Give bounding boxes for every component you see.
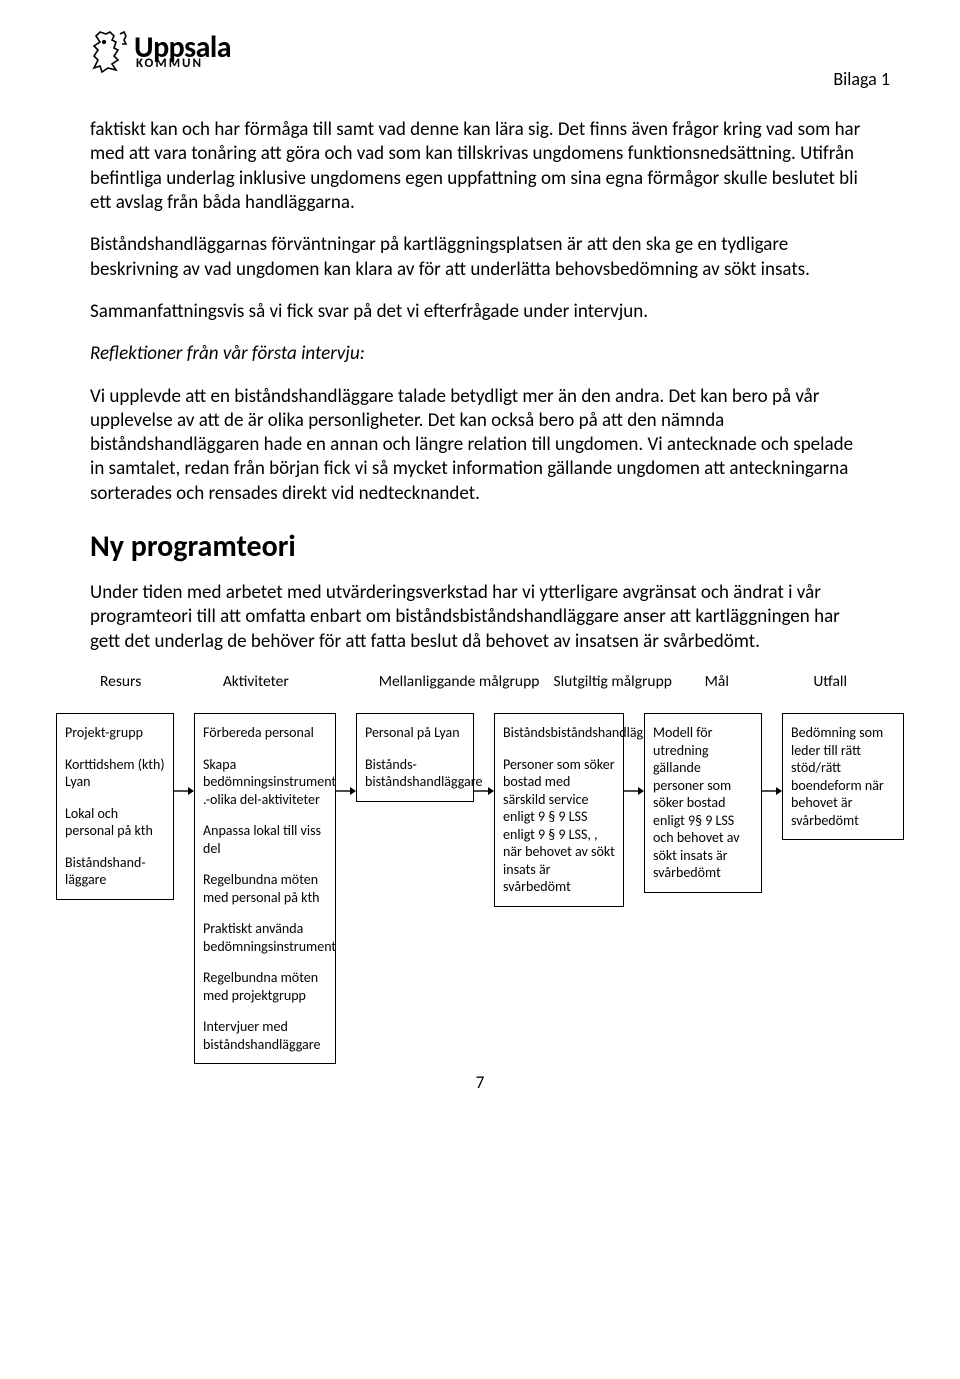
flow-box-line: Bistånds-biståndshandläggare [365, 756, 465, 791]
flow-box-line: Praktiskt använda bedömningsinstrument [203, 920, 327, 955]
arrow-right-icon [624, 785, 644, 797]
flow-box-line: Projekt-grupp [65, 724, 165, 742]
logo-text: Uppsala KOMMUN [134, 35, 231, 70]
col-header: Slutgiltig målgrupp [554, 672, 705, 691]
flow-arrow [174, 785, 194, 797]
flow-box-line: Intervjuer med biståndshandläggare [203, 1018, 327, 1053]
paragraph-italic: Reflektioner från vår första intervju: [90, 342, 870, 366]
flow-arrow [624, 785, 644, 797]
arrow-right-icon [174, 785, 194, 797]
flow-box-line: Personer som söker bostad med särskild s… [503, 756, 615, 896]
col-header: Resurs [100, 672, 223, 691]
flow-box-line: Bedömning som leder till rätt stöd/rätt … [791, 724, 895, 829]
flow-column-headers: Resurs Aktiviteter Mellanliggande målgru… [100, 672, 870, 691]
flow-box-line: Skapa bedömningsinstrument [203, 756, 327, 791]
flow-box-mal: Modell för utredning gällande personer s… [644, 713, 762, 893]
col-header: Utfall [813, 672, 870, 691]
flow-box-line: Anpassa lokal till viss del [203, 822, 327, 857]
flow-box-line: Korttidshem (kth) [65, 756, 165, 774]
col-header: Aktiviteter [223, 672, 379, 691]
page-header: Uppsala KOMMUN Bilaga 1 [90, 30, 870, 90]
paragraph: faktiskt kan och har förmåga till samt v… [90, 118, 870, 215]
col-header: Mellanliggande målgrupp [379, 672, 554, 691]
paragraph: Under tiden med arbetet med utvärderings… [90, 581, 870, 654]
arrow-right-icon [336, 785, 356, 797]
flow-box-line: Personal på Lyan [365, 724, 465, 742]
flow-box-mellanliggande: Personal på Lyan Bistånds-biståndshandlä… [356, 713, 474, 802]
flow-box-aktiviteter: Förbereda personal Skapa bedömningsinstr… [194, 713, 336, 1064]
paragraph: Sammanfattningsvis så vi fick svar på de… [90, 300, 870, 324]
section-heading: Ny programteori [90, 528, 870, 565]
flow-box-line: Biståndshand-läggare [65, 854, 165, 889]
flow-box-line: .-olika del-aktiviteter [203, 791, 327, 809]
col-header: Mål [705, 672, 814, 691]
page-number: 7 [90, 1072, 870, 1093]
flow-box-line: Modell för utredning gällande personer s… [653, 724, 753, 882]
flow-arrow [474, 785, 494, 797]
flow-box-slutgiltig: Biståndsbiståndshandläggare Personer som… [494, 713, 624, 907]
logo-sub-text: KOMMUN [136, 58, 231, 69]
flow-box-resurs: Projekt-grupp Korttidshem (kth) Lyan Lok… [56, 713, 174, 900]
flow-arrow [762, 785, 782, 797]
paragraph: Biståndshandläggarnas förväntningar på k… [90, 233, 870, 282]
flowchart: Projekt-grupp Korttidshem (kth) Lyan Lok… [56, 713, 904, 1064]
flow-box-line: Lyan [65, 773, 165, 791]
section-body: Under tiden med arbetet med utvärderings… [90, 581, 870, 654]
flow-box-line: Lokal och personal på kth [65, 805, 165, 840]
flow-box-line: Regelbundna möten med personal på kth [203, 871, 327, 906]
flow-box-line: Biståndsbiståndshandläggare [503, 724, 615, 742]
uppsala-logo: Uppsala KOMMUN [90, 30, 231, 74]
lion-icon [90, 30, 128, 74]
arrow-right-icon [762, 785, 782, 797]
flow-box-line: Förbereda personal [203, 724, 327, 742]
flow-box-line: Regelbundna möten med projektgrupp [203, 969, 327, 1004]
body-text: faktiskt kan och har förmåga till samt v… [90, 118, 870, 506]
flow-box-utfall: Bedömning som leder till rätt stöd/rätt … [782, 713, 904, 840]
flow-arrow [336, 785, 356, 797]
document-page: Uppsala KOMMUN Bilaga 1 faktiskt kan och… [0, 0, 960, 1123]
arrow-right-icon [474, 785, 494, 797]
attachment-label: Bilaga 1 [833, 68, 890, 90]
paragraph: Vi upplevde att en biståndshandläggare t… [90, 385, 870, 507]
